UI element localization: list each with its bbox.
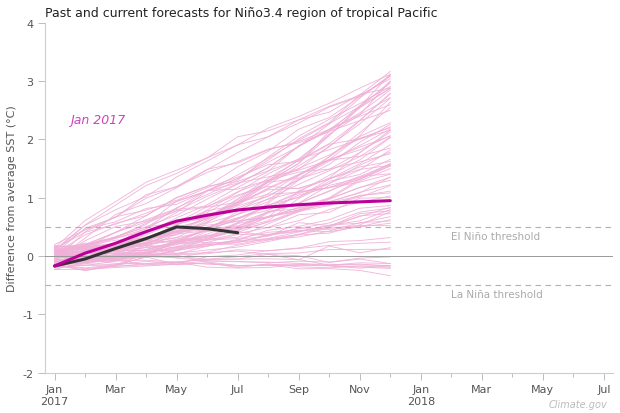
Text: El Niño threshold: El Niño threshold xyxy=(451,231,541,242)
Text: La Niña threshold: La Niña threshold xyxy=(451,290,543,299)
Text: Jan 2017: Jan 2017 xyxy=(70,113,125,126)
Text: Climate.gov: Climate.gov xyxy=(549,399,608,409)
Text: Past and current forecasts for Niño3.4 region of tropical Pacific: Past and current forecasts for Niño3.4 r… xyxy=(45,7,438,20)
Y-axis label: Difference from average SST (°C): Difference from average SST (°C) xyxy=(7,105,17,292)
